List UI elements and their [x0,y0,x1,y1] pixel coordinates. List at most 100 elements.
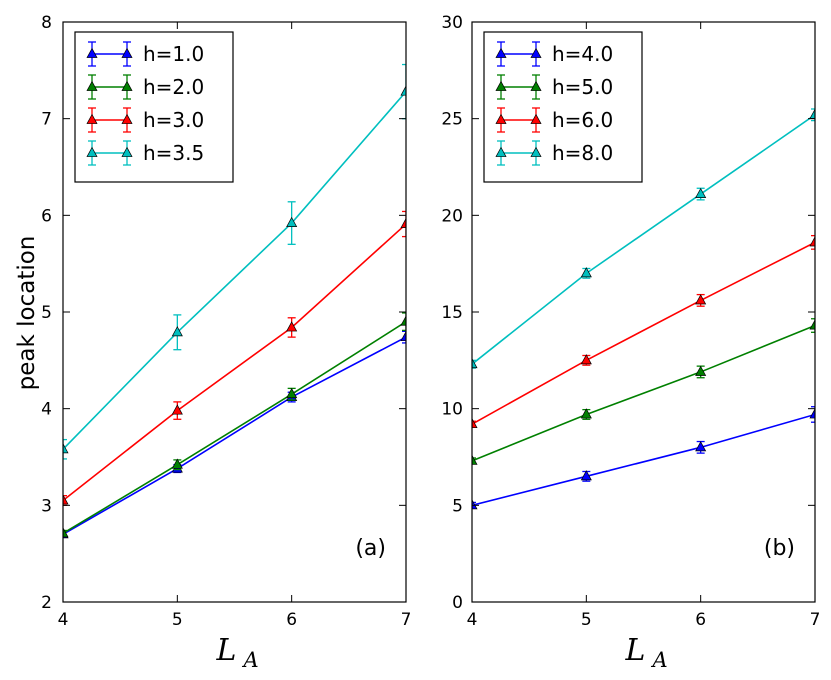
panel-a: 4 5 6 7 2 3 4 5 6 7 8 L A (a) h=1.0 h=2.0 h=3.0 h=3.5 [41,13,411,672]
data-point [809,108,815,119]
x-axis-label: L [625,633,646,668]
legend-item: h=3.0 [86,107,204,133]
y-tick-label: 5 [452,496,463,516]
legend-marker [86,47,98,58]
legend-item: h=8.0 [495,140,613,166]
plot-area [472,108,815,510]
x-tick-label: 7 [810,610,821,630]
data-point [580,354,592,365]
x-tick-label: 4 [467,610,478,630]
data-point [63,443,69,454]
y-tick-label: 6 [41,206,52,226]
x-axis-label-subscript: A [242,648,259,672]
legend-marker [121,146,133,157]
data-point [809,236,815,247]
x-axis-label-subscript: A [651,648,668,672]
legend-box [483,31,643,183]
legend-marker [86,146,98,157]
legend: h=4.0 h=5.0 h=6.0 h=8.0 [483,31,643,183]
data-point [400,315,406,326]
data-point [286,321,298,332]
data-point [695,294,707,305]
series-line [63,320,406,535]
legend-label: h=5.0 [552,75,613,99]
series-h=4.0 [472,406,815,510]
legend-marker [530,47,542,58]
series-line [472,413,815,507]
legend-marker [495,47,507,58]
legend-item: h=5.0 [495,74,613,100]
legend-label: h=3.0 [143,108,204,132]
x-tick-label: 5 [581,610,592,630]
y-tick-label: 30 [441,13,463,33]
data-point [809,408,815,419]
legend-marker [86,113,98,124]
data-point [472,357,478,369]
legend-item: h=6.0 [495,107,613,133]
panel-label: (b) [764,536,795,561]
x-tick-label: 7 [401,610,412,630]
y-tick-label: 20 [441,206,463,226]
legend-item: h=1.0 [86,41,204,67]
legend-item: h=2.0 [86,74,204,100]
y-tick-label: 8 [41,13,52,33]
series-line [472,114,815,365]
data-point [400,85,406,96]
series-h=3.5 [63,63,406,460]
plot-area [63,63,406,539]
x-tick-label: 6 [695,610,706,630]
x-axis-label: L [216,633,237,668]
legend-marker [530,80,542,91]
data-point [472,499,478,510]
legend-marker [121,47,133,58]
y-tick-label: 25 [441,110,463,130]
data-point [63,527,69,538]
legend-marker [530,113,542,124]
data-point [171,326,183,337]
legend: h=1.0 h=2.0 h=3.0 h=3.5 [74,31,234,183]
data-point [472,417,478,429]
data-point [171,404,183,415]
panel-b: 4 5 6 7 0 5 10 15 20 25 30 L A (b) h=4.0 h=5.0 h=6.0 h=8.… [441,13,820,672]
data-point [580,470,592,481]
legend-label: h=1.0 [143,42,204,66]
data-point [695,187,707,198]
legend-marker [495,113,507,124]
panel-label: (a) [355,536,386,561]
series-h=1.0 [63,330,406,539]
y-tick-label: 10 [441,400,463,420]
data-point [286,387,298,399]
series-h=6.0 [472,234,815,429]
y-tick-label: 2 [41,593,52,613]
y-tick-label: 0 [452,593,463,613]
series-line [63,336,406,536]
series-h=8.0 [472,108,815,369]
legend-label: h=6.0 [552,108,613,132]
legend-label: h=3.5 [143,141,204,165]
series-h=5.0 [472,318,815,465]
legend-item: h=4.0 [495,41,613,67]
data-point [695,365,707,376]
data-point [171,458,183,469]
legend-marker [121,113,133,124]
series-line [63,223,406,502]
x-tick-label: 4 [58,610,69,630]
y-axis-label: peak location [14,236,40,391]
legend-marker [530,146,542,157]
y-tick-label: 7 [41,110,52,130]
legend-marker [495,80,507,91]
legend-label: h=8.0 [552,141,613,165]
x-tick-label: 5 [172,610,183,630]
legend-label: h=2.0 [143,75,204,99]
x-tick-label: 6 [286,610,297,630]
y-tick-label: 5 [41,303,52,323]
legend-item: h=3.5 [86,140,204,166]
series-line [63,91,406,450]
legend-marker [86,80,98,91]
legend-marker [121,80,133,91]
y-tick-label: 3 [41,496,52,516]
data-point [580,267,592,278]
legend-label: h=4.0 [552,42,613,66]
data-point [809,319,815,330]
